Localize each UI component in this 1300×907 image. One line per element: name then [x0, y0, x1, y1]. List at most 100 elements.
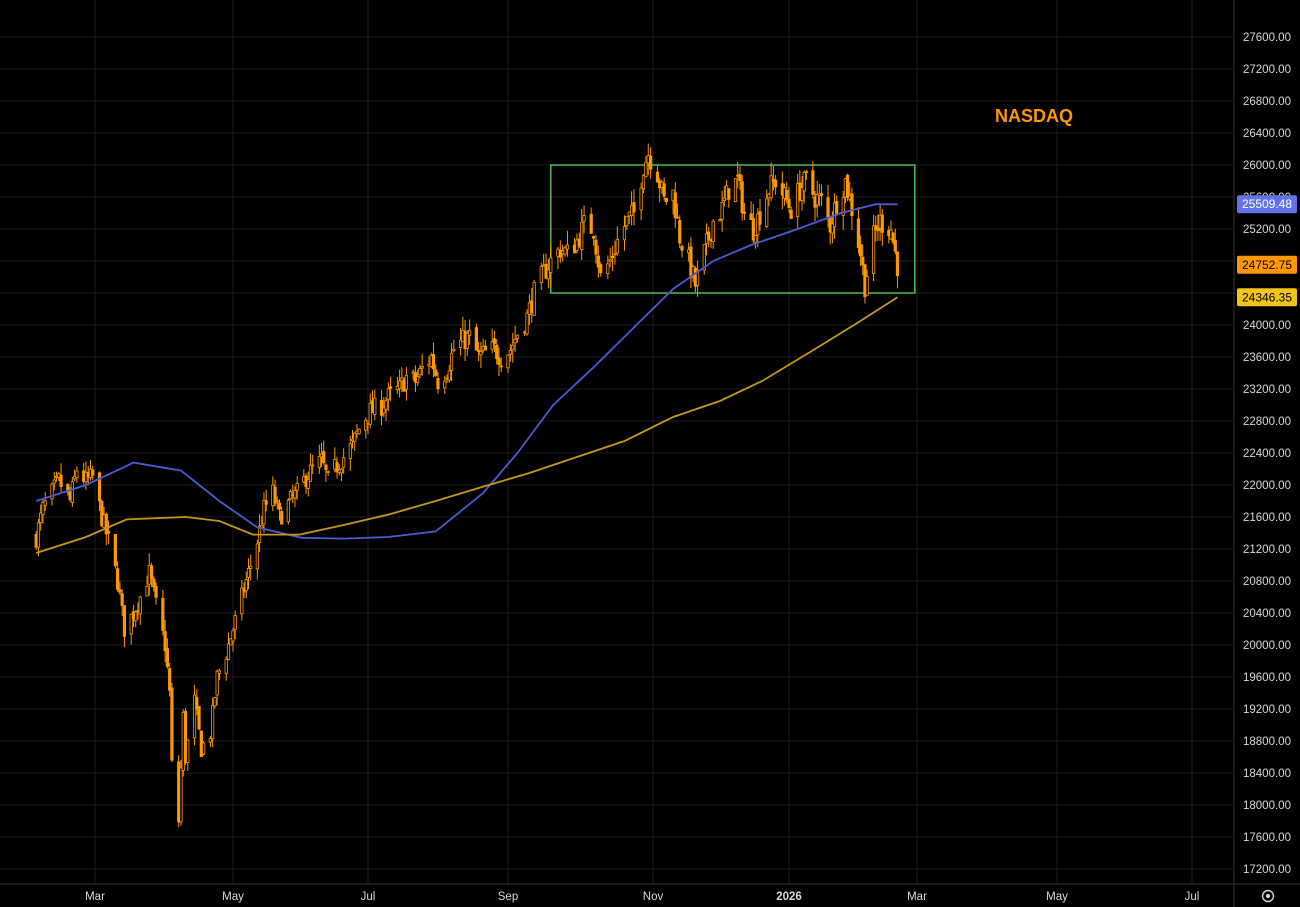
- gear-icon[interactable]: [1261, 889, 1275, 903]
- candle: [711, 218, 715, 249]
- candle: [286, 498, 290, 525]
- candle: [769, 162, 773, 202]
- candle: [613, 240, 617, 265]
- candle: [826, 184, 830, 228]
- candle: [565, 230, 570, 257]
- candle: [749, 201, 753, 220]
- candle: [149, 562, 154, 588]
- candle: [622, 215, 627, 251]
- candle: [335, 456, 339, 479]
- candle: [262, 492, 266, 533]
- candle: [549, 244, 553, 287]
- candle: [215, 669, 219, 706]
- candle: [170, 682, 174, 763]
- candle: [100, 499, 104, 527]
- candle: [765, 189, 769, 228]
- candle: [738, 166, 742, 190]
- candle: [443, 375, 447, 394]
- candle: [168, 662, 172, 697]
- candle: [845, 173, 850, 201]
- candle: [436, 372, 440, 394]
- candle: [197, 706, 201, 731]
- candle: [43, 492, 47, 512]
- y-tick-label: 20400.00: [1243, 608, 1291, 620]
- candle: [787, 186, 791, 213]
- price-badge: 24346.35: [1237, 288, 1297, 307]
- candle: [213, 696, 217, 709]
- candle: [835, 195, 839, 216]
- candle: [240, 580, 244, 621]
- y-tick-label: 26800.00: [1243, 96, 1291, 108]
- candle: [718, 218, 722, 222]
- candle: [880, 208, 884, 247]
- candle: [753, 235, 758, 249]
- svg-text:24752.75: 24752.75: [1242, 258, 1292, 272]
- svg-text:25509.48: 25509.48: [1242, 197, 1292, 211]
- candle: [295, 476, 299, 500]
- candle: [152, 576, 156, 592]
- candle: [850, 187, 854, 231]
- y-tick-label: 19200.00: [1243, 704, 1291, 716]
- candle: [608, 247, 612, 268]
- candle: [580, 209, 584, 261]
- candle: [727, 188, 731, 208]
- candle: [398, 369, 402, 398]
- candle: [856, 207, 861, 254]
- candle: [508, 343, 512, 362]
- candle: [418, 364, 422, 379]
- y-tick-label: 18800.00: [1243, 736, 1291, 748]
- candle: [52, 471, 56, 491]
- candle: [707, 226, 711, 248]
- candle: [154, 582, 158, 605]
- candle: [165, 638, 169, 669]
- candle: [192, 684, 197, 746]
- chart-title: NASDAQ: [995, 106, 1073, 126]
- price-labels: 25509.48 24752.75 24346.35: [1237, 195, 1297, 307]
- moving-average-line: [35, 296, 898, 554]
- candle: [591, 235, 596, 246]
- moving-average-line: [35, 203, 898, 540]
- candle: [122, 605, 127, 648]
- candle: [539, 262, 543, 290]
- candle: [639, 182, 643, 221]
- candle: [273, 479, 277, 507]
- y-tick-label: 17200.00: [1243, 864, 1291, 876]
- candle: [324, 463, 328, 482]
- candle: [515, 334, 520, 343]
- candle: [116, 561, 120, 593]
- candle: [872, 214, 876, 281]
- candle: [226, 632, 231, 661]
- candle: [497, 347, 501, 377]
- y-tick-label: 20800.00: [1243, 576, 1291, 588]
- candle: [386, 382, 390, 411]
- candle: [75, 466, 79, 483]
- candle: [255, 539, 259, 580]
- candle: [113, 534, 117, 569]
- candle: [895, 251, 900, 289]
- candle: [348, 435, 352, 471]
- candle: [740, 174, 744, 221]
- candle: [308, 453, 313, 482]
- x-axis[interactable]: Mar May Jul Sep Nov 2026 Mar May Jul: [85, 891, 1199, 903]
- candle: [680, 244, 684, 258]
- y-tick-label: 22400.00: [1243, 448, 1291, 460]
- candle: [145, 575, 149, 597]
- candle: [720, 190, 724, 232]
- candle: [678, 215, 682, 248]
- candles: [34, 143, 900, 828]
- candle: [865, 269, 869, 296]
- candle: [546, 259, 551, 289]
- candle: [632, 189, 636, 226]
- candle: [275, 496, 279, 510]
- candle: [134, 609, 138, 628]
- annotations: [549, 164, 916, 294]
- candle: [452, 339, 456, 353]
- candle: [311, 454, 315, 475]
- y-tick-label: 22000.00: [1243, 480, 1291, 492]
- range-rectangle[interactable]: [549, 164, 916, 294]
- candle: [106, 520, 111, 545]
- candle: [815, 180, 819, 218]
- candle: [420, 353, 424, 376]
- candle: [751, 204, 755, 244]
